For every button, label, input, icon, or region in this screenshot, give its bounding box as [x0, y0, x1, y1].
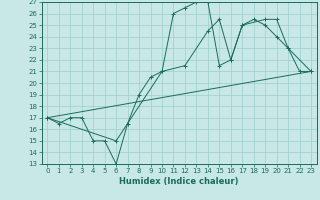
- X-axis label: Humidex (Indice chaleur): Humidex (Indice chaleur): [119, 177, 239, 186]
